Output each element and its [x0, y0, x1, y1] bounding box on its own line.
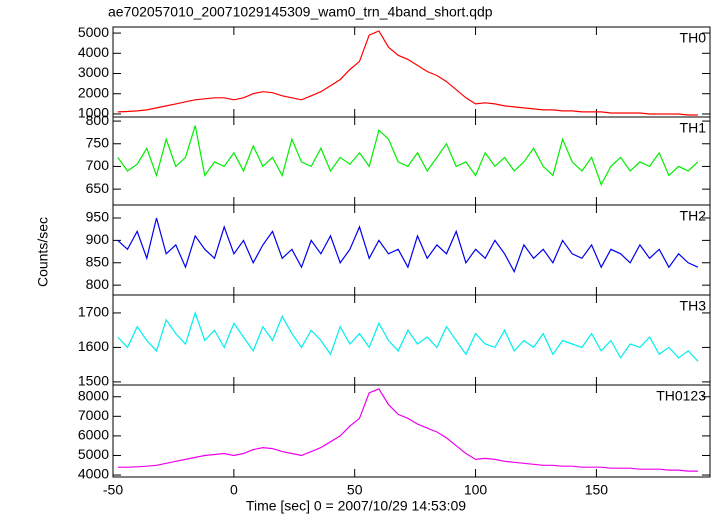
y-tick-label: 900	[86, 231, 110, 247]
panel-label: TH3	[680, 298, 707, 314]
y-tick-label: 7000	[78, 407, 109, 423]
data-line	[117, 125, 699, 187]
y-tick-label: 750	[86, 134, 110, 150]
y-tick-label: 5000	[78, 446, 109, 462]
data-line	[117, 217, 699, 274]
y-tick-label: 800	[86, 276, 110, 292]
y-tick-label: 700	[86, 157, 110, 173]
panel-frame	[112, 204, 711, 296]
y-tick-label: 1500	[78, 373, 109, 389]
y-tick-label: 1700	[78, 304, 109, 320]
data-line	[117, 388, 698, 472]
y-tick-label: 650	[86, 180, 110, 196]
x-tick-label: -50	[103, 482, 123, 498]
y-tick-label: 2000	[78, 84, 109, 100]
y-tick-label: 6000	[78, 427, 109, 443]
x-tick-label: 50	[347, 482, 363, 498]
panel-label: TH0123	[656, 388, 706, 404]
y-tick-label: 950	[86, 209, 110, 225]
y-tick-label: 1000	[78, 105, 109, 121]
data-line	[117, 30, 698, 116]
data-line	[117, 310, 699, 362]
y-tick-label: 1600	[78, 338, 109, 354]
y-tick-label: 3000	[78, 64, 109, 80]
x-tick-label: 0	[230, 482, 238, 498]
x-tick-label: 100	[464, 482, 488, 498]
y-tick-label: 5000	[78, 24, 109, 40]
panel-label: TH1	[680, 120, 707, 136]
y-tick-label: 8000	[78, 387, 109, 403]
y-tick-label: 4000	[78, 44, 109, 60]
panel-label: TH2	[680, 208, 707, 224]
x-axis-label: Time [sec] 0 = 2007/10/29 14:53:09	[246, 498, 466, 514]
panel-frame	[112, 294, 711, 386]
y-tick-label: 800	[86, 112, 110, 128]
y-tick-label: 4000	[78, 466, 109, 482]
panel-frame	[112, 26, 711, 118]
panel-label: TH0	[680, 30, 707, 46]
y-axis-label: Counts/sec	[35, 217, 51, 287]
x-tick-label: 150	[585, 482, 609, 498]
y-tick-label: 850	[86, 253, 110, 269]
panel-frame	[112, 384, 711, 478]
chart-title: ae702057010_20071029145309_wam0_trn_4ban…	[108, 4, 493, 20]
